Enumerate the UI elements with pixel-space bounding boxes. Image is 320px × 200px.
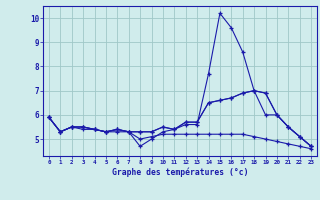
X-axis label: Graphe des températures (°c): Graphe des températures (°c)	[112, 168, 248, 177]
